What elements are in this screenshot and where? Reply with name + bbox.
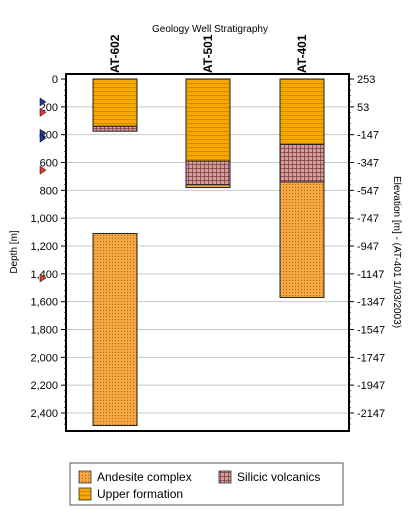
well-labels: AT-602 AT-501 AT-401 <box>108 34 309 73</box>
left-tick-label: 200 <box>40 102 58 114</box>
legend-label-andesite: Andesite complex <box>97 470 192 484</box>
chart-title: Geology Well Stratigraphy <box>152 24 268 35</box>
interval-at-501-silicic-volcanics <box>185 160 231 186</box>
right-tick-label: -1347 <box>357 297 385 309</box>
interval-at-602-upper-formation <box>92 78 138 127</box>
left-tick-label: 1,600 <box>30 297 58 309</box>
interval-at-501-andesite-complex <box>185 184 231 189</box>
right-tick-label: -747 <box>357 213 379 225</box>
depth-marker <box>39 107 47 117</box>
left-tick-label: 2,000 <box>30 352 58 364</box>
legend-swatch-upper <box>78 487 92 501</box>
right-tick-label: 53 <box>357 102 369 114</box>
interval-at-602-andesite-complex <box>92 232 138 427</box>
y2-axis-label: Elevation [m] - (AT-401 1/03/2003) <box>391 176 402 328</box>
right-tick-label: -1547 <box>357 325 385 337</box>
y-axis-label: Depth [m] <box>9 230 20 274</box>
interval-at-501-upper-formation <box>185 78 231 162</box>
right-tick-label: -947 <box>357 241 379 253</box>
interval-at-602-silicic-volcanics <box>92 125 138 132</box>
right-tick-label: -1747 <box>357 352 385 364</box>
legend-item-silicic: Silicic volcanics <box>218 470 320 484</box>
legend-label-silicic: Silicic volcanics <box>237 470 320 484</box>
legend-swatch-andesite <box>78 470 92 484</box>
well-label-at-501: AT-501 <box>201 34 215 73</box>
left-tick-label: 2,200 <box>30 380 58 392</box>
legend-label-upper: Upper formation <box>97 487 183 501</box>
well-label-at-401: AT-401 <box>295 34 309 73</box>
well-markers <box>39 97 47 283</box>
right-axis: 253 53 -147 -347 -547 -747 -947 -1147 -1347 -1547… <box>348 74 385 425</box>
left-tick-label: 600 <box>40 158 58 170</box>
right-tick-label: -547 <box>357 185 379 197</box>
left-tick-label: 2,400 <box>30 408 58 420</box>
left-tick-label: 1,200 <box>30 241 58 253</box>
legend-item-andesite: Andesite complex <box>78 470 192 484</box>
interval-at-401-upper-formation <box>279 78 325 145</box>
bars <box>92 78 325 427</box>
legend-item-upper: Upper formation <box>78 487 183 501</box>
left-tick-label: 1,000 <box>30 213 58 225</box>
depth-marker <box>39 133 47 143</box>
plot-frame <box>65 73 350 432</box>
left-axis: 02004006008001,0001,2001,4001,6001,8002,… <box>30 74 67 425</box>
right-tick-label: -2147 <box>357 408 385 420</box>
legend-swatch-silicic <box>218 470 232 484</box>
interval-at-401-andesite-complex <box>279 181 325 298</box>
left-tick-label: 800 <box>40 185 58 197</box>
depth-marker <box>39 165 47 175</box>
left-tick-label: 0 <box>52 74 58 86</box>
well-label-at-602: AT-602 <box>108 34 122 73</box>
depth-marker <box>39 97 47 107</box>
right-tick-label: -147 <box>357 130 379 142</box>
right-tick-label: 253 <box>357 74 375 86</box>
left-tick-label: 1,800 <box>30 325 58 337</box>
legend-frame <box>69 462 344 506</box>
interval-at-401-silicic-volcanics <box>279 143 325 183</box>
legend: Andesite complex Silicic volcanics Upper… <box>69 462 344 506</box>
right-tick-label: -1947 <box>357 380 385 392</box>
right-tick-label: -1147 <box>357 269 384 281</box>
depth-marker <box>39 273 47 283</box>
right-tick-label: -347 <box>357 158 379 170</box>
left-tick-label: 1,400 <box>30 269 58 281</box>
